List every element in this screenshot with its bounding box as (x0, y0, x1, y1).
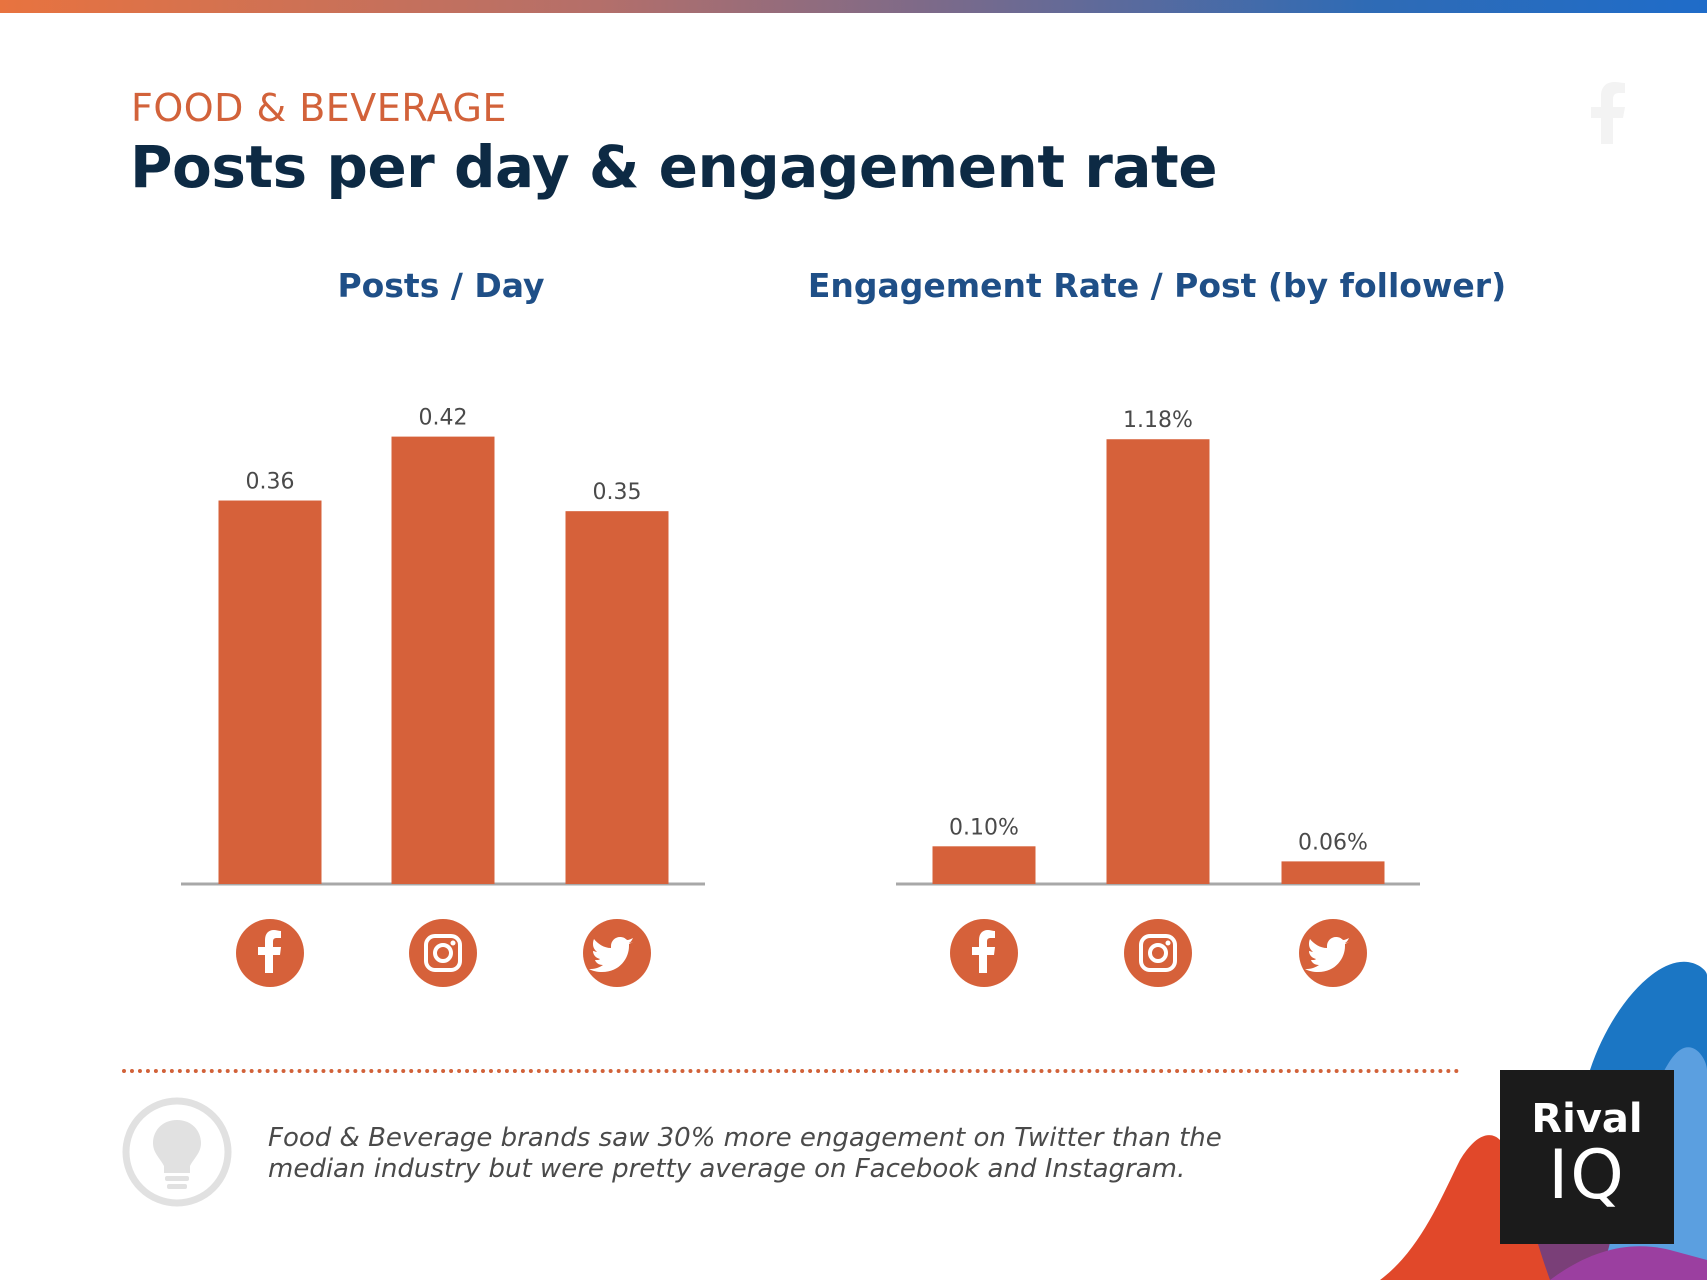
data-label: 1.18% (1123, 408, 1193, 433)
bar (218, 500, 322, 884)
bar (565, 511, 669, 884)
data-label: 0.36 (246, 470, 295, 495)
engagement-rate-chart-title: Engagement Rate / Post (by follower) (807, 266, 1507, 305)
data-label: 0.35 (593, 480, 642, 505)
twitter-icon (1299, 919, 1367, 987)
bar (932, 846, 1036, 884)
bar-charts: 0.36 0.42 0.35 0.10% 1.18% 0.06% (181, 406, 1420, 987)
data-label: 0.10% (949, 815, 1019, 840)
insight-text: Food & Beverage brands saw 30% more enga… (268, 1123, 1222, 1184)
logo-line-1: Rival (1531, 1096, 1643, 1142)
logo-line-2: IQ (1548, 1136, 1626, 1215)
bar (1106, 439, 1210, 884)
category-label: FOOD & BEVERAGE (131, 86, 507, 130)
lightbulb-icon (122, 1097, 232, 1207)
instagram-icon (409, 919, 477, 987)
instagram-icon (1124, 919, 1192, 987)
rival-iq-logo: Rival IQ (1500, 1070, 1674, 1244)
facebook-icon (236, 919, 304, 987)
facebook-icon (950, 919, 1018, 987)
divider-dotted-line (122, 1069, 1460, 1073)
twitter-icon (583, 919, 651, 987)
bar (391, 436, 495, 884)
data-label: 0.06% (1298, 830, 1368, 855)
faint-facebook-icon (1591, 82, 1625, 144)
page-title: Posts per day & engagement rate (130, 133, 1218, 201)
posts-per-day-chart-title: Posts / Day (337, 266, 545, 305)
top-gradient-bar (0, 0, 1707, 13)
bar (1281, 861, 1385, 884)
data-label: 0.42 (419, 406, 468, 431)
